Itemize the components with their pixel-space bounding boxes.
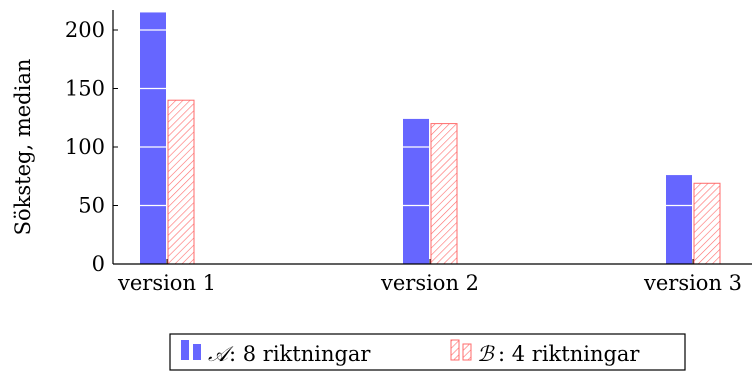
x-tick-label-3: version 3: [643, 271, 742, 295]
legend-swatch-series-1-a: [181, 340, 189, 360]
bar-version-1-series-2: [167, 99, 195, 265]
bar-version-3-series-1: [666, 175, 692, 264]
y-tick-label-0: 0: [92, 252, 105, 276]
x-tick-label-2: version 2: [380, 271, 479, 295]
bar-version-3-series-2: [693, 182, 721, 265]
x-tick-label-1: version 1: [117, 271, 216, 295]
legend-symbol-series-2: ℬ: [477, 342, 495, 366]
bars-group: [140, 12, 721, 265]
bar-version-2-series-2: [430, 123, 458, 265]
y-tick-label-150: 150: [65, 77, 105, 101]
legend-swatch-series-1-b: [193, 344, 201, 360]
legend-label-series-1: : 8 riktningar: [229, 342, 371, 366]
legend-swatch-series-2-b: [462, 343, 472, 361]
legend-box: [169, 333, 686, 371]
bar-version-1-series-1: [140, 12, 166, 265]
y-tick-label-100: 100: [65, 135, 105, 159]
bar-version-2-series-1: [403, 118, 429, 264]
legend-swatch-series-2-a: [450, 339, 460, 361]
y-tick-label-50: 50: [78, 194, 105, 218]
axes-group: 0 50 100 150 200 version 1 version 2 version 3: [65, 10, 752, 295]
y-tick-label-200: 200: [65, 18, 105, 42]
legend: 𝒜: 8 riktningar ℬ: 4 riktningar: [169, 333, 686, 371]
legend-label-series-2: : 4 riktningar: [498, 342, 640, 366]
y-axis-label: Söksteg, median: [11, 59, 35, 236]
